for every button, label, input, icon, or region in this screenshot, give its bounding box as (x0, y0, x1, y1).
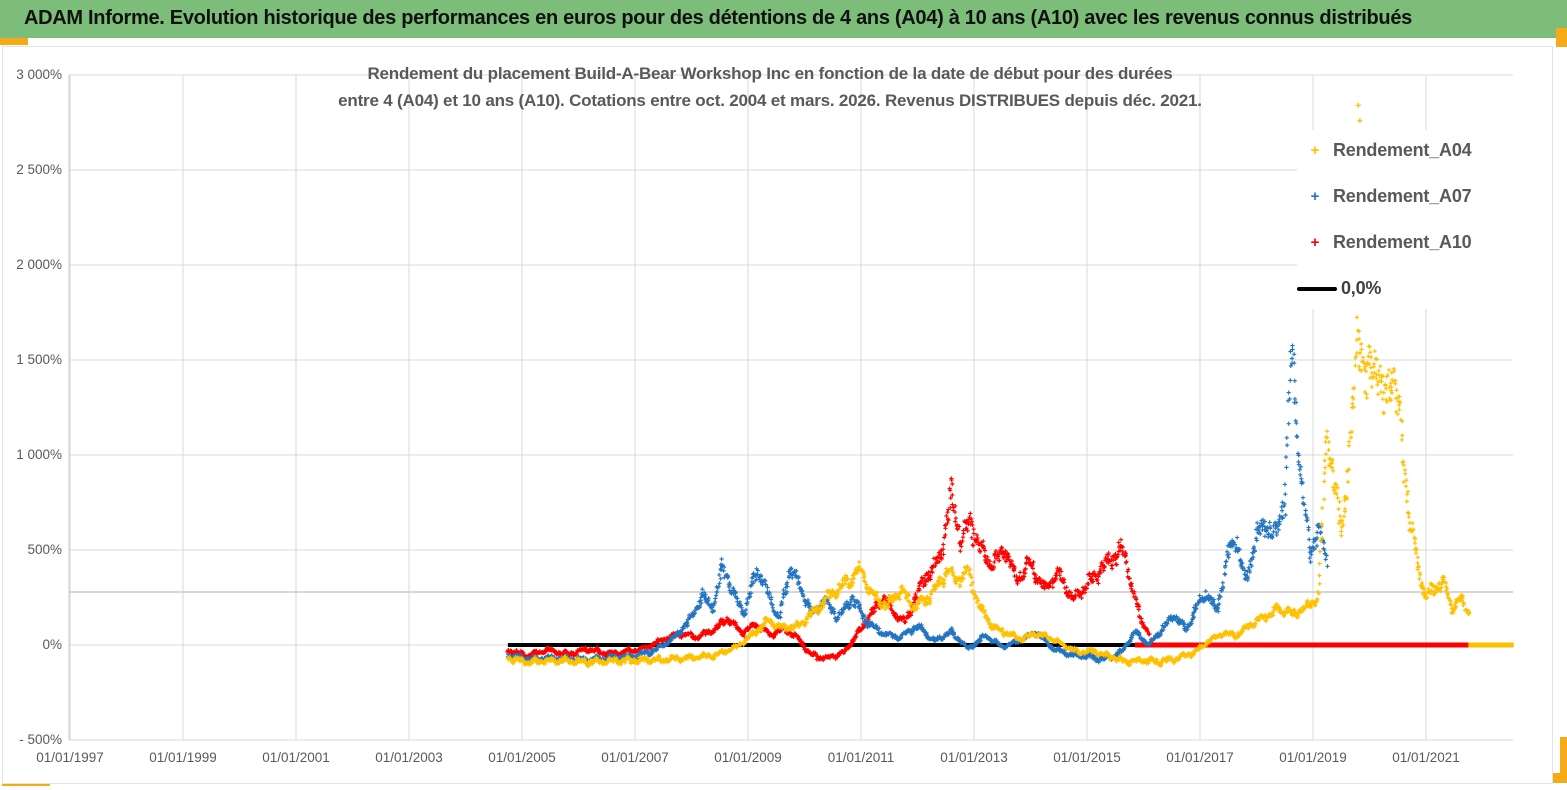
scatter-series-Rendement_A07 (506, 352, 1329, 666)
x-axis-tick-label: 01/01/2019 (1279, 750, 1347, 765)
legend-label: Rendement_A04 (1333, 140, 1472, 160)
x-axis-tick-label: 01/01/2001 (262, 750, 330, 765)
chart-title-line-2: entre 4 (A04) et 10 ans (A10). Cotations… (338, 91, 1202, 110)
y-axis-tick-label: 0% (42, 637, 62, 652)
x-axis-tick-label: 01/01/1997 (36, 750, 104, 765)
x-axis-tick-label: 01/01/2013 (940, 750, 1008, 765)
y-axis-tick-label: 2 000% (16, 257, 62, 272)
legend-item-rendement-a10[interactable]: + Rendement_A10 (1297, 226, 1515, 259)
legend-item-rendement-a07[interactable]: + Rendement_A07 (1297, 180, 1515, 213)
legend-marker-icon: + (1310, 142, 1320, 159)
scatter-series-Rendement_A10 (505, 476, 1150, 662)
legend-item-0-0-[interactable]: 0,0% (1297, 272, 1515, 305)
x-axis-tick-label: 01/01/2011 (827, 750, 895, 765)
chart-area[interactable] (2, 46, 1553, 784)
x-axis-tick-label: 01/01/2003 (375, 750, 443, 765)
scatter-outliers-Rendement_A04 (1355, 102, 1363, 124)
x-axis-tick-label: 01/01/2009 (714, 750, 782, 765)
x-axis-tick-label: 01/01/1999 (149, 750, 217, 765)
y-axis-tick-label: 3 000% (16, 67, 62, 82)
gold-frame-accent-top-right (1556, 28, 1567, 47)
y-axis-tick-label: 500% (27, 542, 62, 557)
gold-frame-accent-bottom-right (1541, 773, 1567, 783)
scatter-series-Rendement_A04 (506, 315, 1471, 668)
x-axis-tick-label: 01/01/2007 (601, 750, 669, 765)
legend-item-rendement-a04[interactable]: + Rendement_A04 (1297, 134, 1515, 167)
y-axis-tick-label: 1 000% (16, 447, 62, 462)
y-axis-tick-label: 2 500% (16, 162, 62, 177)
report-header-title: ADAM Informe. Evolution historique des p… (24, 7, 1412, 29)
legend-marker-icon: + (1310, 188, 1320, 205)
gold-frame-accent-top-left (0, 38, 28, 45)
scatter-series-Rendement_A10 (506, 481, 1152, 663)
chart-title: Rendement du placement Build-A-Bear Work… (170, 60, 1370, 114)
y-axis-tick-label: 1 500% (16, 352, 62, 367)
report-header: ADAM Informe. Evolution historique des p… (0, 0, 1567, 38)
x-axis-tick-label: 01/01/2021 (1392, 750, 1460, 765)
legend-label: 0,0% (1341, 278, 1382, 298)
scatter-series-Rendement_A07 (507, 347, 1330, 666)
legend-marker-icon: + (1310, 234, 1320, 251)
legend-label: Rendement_A07 (1333, 186, 1472, 206)
chart-title-line-1: Rendement du placement Build-A-Bear Work… (367, 64, 1173, 83)
x-axis-tick-label: 01/01/2015 (1053, 750, 1121, 765)
legend-zero-line-swatch (1297, 286, 1337, 291)
legend-label: Rendement_A10 (1333, 232, 1472, 252)
x-axis-tick-label: 01/01/2005 (488, 750, 556, 765)
chart-legend[interactable]: + Rendement_A04 + Rendement_A07 + Rendement_A… (1297, 130, 1515, 309)
scatter-series-Rendement_A10 (506, 478, 1151, 662)
scatter-series-Rendement_A07 (505, 343, 1328, 665)
gold-frame-accent-bottom-right-v (1560, 737, 1567, 783)
x-axis-tick-label: 01/01/2017 (1166, 750, 1234, 765)
y-axis-tick-label: - 500% (19, 732, 62, 747)
